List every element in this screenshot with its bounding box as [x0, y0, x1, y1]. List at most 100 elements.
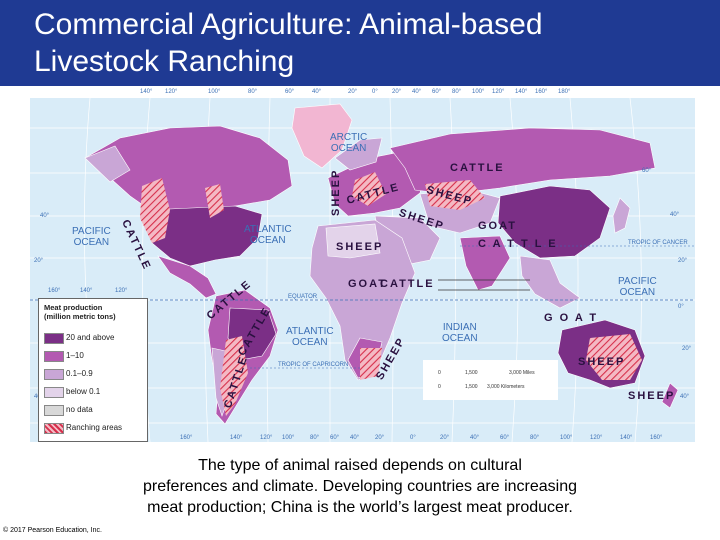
tick-right: 60°: [642, 168, 652, 174]
legend-title-line-2: (million metric tons): [44, 312, 116, 321]
legend: Meat production (million metric tons) 20…: [38, 298, 148, 442]
ocean-label-atlantic-north: ATLANTIC OCEAN: [244, 224, 292, 246]
tick-bottom: 40°: [470, 435, 480, 441]
caption-line-2: preferences and climate. Developing coun…: [142, 478, 577, 495]
animal-label-cattle-africa: CATTLE: [380, 278, 435, 290]
ocean-label-pacific-east: PACIFIC OCEAN: [618, 276, 657, 298]
ranching-areas: [140, 172, 642, 416]
ocean-label-pacific-west: PACIFIC OCEAN: [72, 226, 111, 248]
legend-item: no data: [44, 405, 144, 416]
legend-label: 20 and above: [66, 333, 115, 342]
tick-bottom: 140°: [620, 435, 633, 441]
tick-bottom: 60°: [500, 435, 510, 441]
animal-label-goat-africa: GOAT: [348, 278, 387, 290]
tick-top: 180°: [558, 89, 571, 95]
tick-top: 60°: [432, 89, 442, 95]
tick-top: 100°: [472, 89, 485, 95]
tick-top: 20°: [392, 89, 402, 95]
world-map: 140° 120° 100° 80° 60° 40° 20° 0° 20° 40…: [30, 89, 695, 442]
legend-swatch: [44, 351, 64, 362]
tick-top: 80°: [248, 89, 258, 95]
tick-top: 40°: [312, 89, 322, 95]
tick-bottom: 20°: [440, 435, 450, 441]
scale-miles-3000: 3,000 Miles: [509, 370, 535, 376]
tick-left: 40°: [40, 213, 50, 219]
legend-swatch: [44, 369, 64, 380]
scale-miles-0: 0: [438, 370, 441, 376]
scale-box: 0 1,500 3,000 Miles 0 1,500 3,000 Kilome…: [423, 360, 558, 400]
tick-top: 40°: [412, 89, 422, 95]
tick-bottom: 120°: [260, 435, 273, 441]
legend-item: below 0.1: [44, 387, 144, 398]
tick-right: 20°: [682, 346, 692, 352]
legend-item: Ranching areas: [44, 423, 144, 434]
legend-label: 0.1–0.9: [66, 369, 93, 378]
tick-right: 40°: [670, 212, 680, 218]
legend-title-line-1: Meat production: [44, 303, 103, 312]
tick-bottom: 20°: [375, 435, 385, 441]
tick-top: 0°: [372, 89, 378, 95]
tick-bottom: 140°: [230, 435, 243, 441]
animal-label-sheep-australia: SHEEP: [578, 356, 626, 368]
tick-bottom: 120°: [590, 435, 603, 441]
tick-bottom: 160°: [650, 435, 663, 441]
ocean-label-indian: INDIAN OCEAN: [442, 322, 478, 344]
legend-label: 1–10: [66, 351, 84, 360]
tick-bottom: 160°: [180, 435, 193, 441]
scale-bar: [438, 279, 530, 291]
title-bar: Commercial Agriculture: Animal-based Liv…: [0, 0, 720, 86]
legend-swatch: [44, 333, 64, 344]
tropic-cancer-label: TROPIC OF CANCER: [628, 240, 688, 246]
tick-bottom: 80°: [310, 435, 320, 441]
tick-top: 120°: [165, 89, 178, 95]
legend-swatch: [44, 423, 64, 434]
copyright-notice: © 2017 Pearson Education, Inc.: [3, 527, 102, 534]
tick-bottom: 80°: [530, 435, 540, 441]
animal-label-cattle-asia: CATTLE: [450, 162, 505, 174]
legend-swatch: [44, 387, 64, 398]
caption: The type of animal raised depends on cul…: [90, 455, 630, 518]
ocean-label-arctic: ARCTIC OCEAN: [330, 132, 368, 154]
tick-legend-top: 120°: [115, 288, 128, 294]
tick-top: 120°: [492, 89, 505, 95]
tick-top: 160°: [535, 89, 548, 95]
scale-km-3000: 3,000 Kilometers: [487, 384, 525, 390]
tick-bottom: 40°: [350, 435, 360, 441]
tick-legend-top: 140°: [80, 288, 93, 294]
animal-label-goat-ocean: G O A T: [544, 312, 599, 324]
title-line-1: Commercial Agriculture: Animal-based: [34, 8, 543, 41]
scale-miles-1500: 1,500: [465, 370, 478, 376]
legend-item: 20 and above: [44, 333, 144, 344]
tick-right: 20°: [678, 258, 688, 264]
tick-top: 80°: [452, 89, 462, 95]
scale-km-1500: 1,500: [465, 384, 478, 390]
legend-swatch: [44, 405, 64, 416]
ocean-label-atlantic-south: ATLANTIC OCEAN: [286, 326, 334, 348]
tick-right: 40°: [680, 394, 690, 400]
slide-title: Commercial Agriculture: Animal-based Liv…: [34, 6, 543, 80]
legend-item: 0.1–0.9: [44, 369, 144, 380]
tropic-capricorn-label: TROPIC OF CAPRICORN: [278, 362, 349, 368]
tick-top: 20°: [348, 89, 358, 95]
scale-km-0: 0: [438, 384, 441, 390]
title-line-2: Livestock Ranching: [34, 45, 295, 78]
tick-top: 60°: [285, 89, 295, 95]
tick-top: 100°: [208, 89, 221, 95]
animal-label-sheep-new-zealand: SHEEP: [628, 390, 676, 402]
animal-label-goat-asia: GOAT: [478, 220, 517, 232]
tick-bottom: 100°: [560, 435, 573, 441]
tick-bottom: 60°: [330, 435, 340, 441]
tick-bottom: 0°: [410, 435, 416, 441]
tick-right: 0°: [678, 304, 684, 310]
tick-top: 140°: [140, 89, 153, 95]
legend-label: no data: [66, 405, 93, 414]
animal-label-sheep-africa: SHEEP: [336, 241, 384, 253]
tick-legend-top: 160°: [48, 288, 61, 294]
legend-title: Meat production (million metric tons): [44, 303, 116, 321]
equator-label: EQUATOR: [288, 294, 318, 300]
caption-line-3: meat production; China is the world’s la…: [147, 499, 573, 516]
animal-label-sheep-europe: SHEEP: [330, 168, 342, 216]
legend-label: below 0.1: [66, 387, 101, 396]
tick-left: 20°: [34, 258, 44, 264]
animal-label-cattle-india: C A T T L E: [478, 238, 558, 250]
